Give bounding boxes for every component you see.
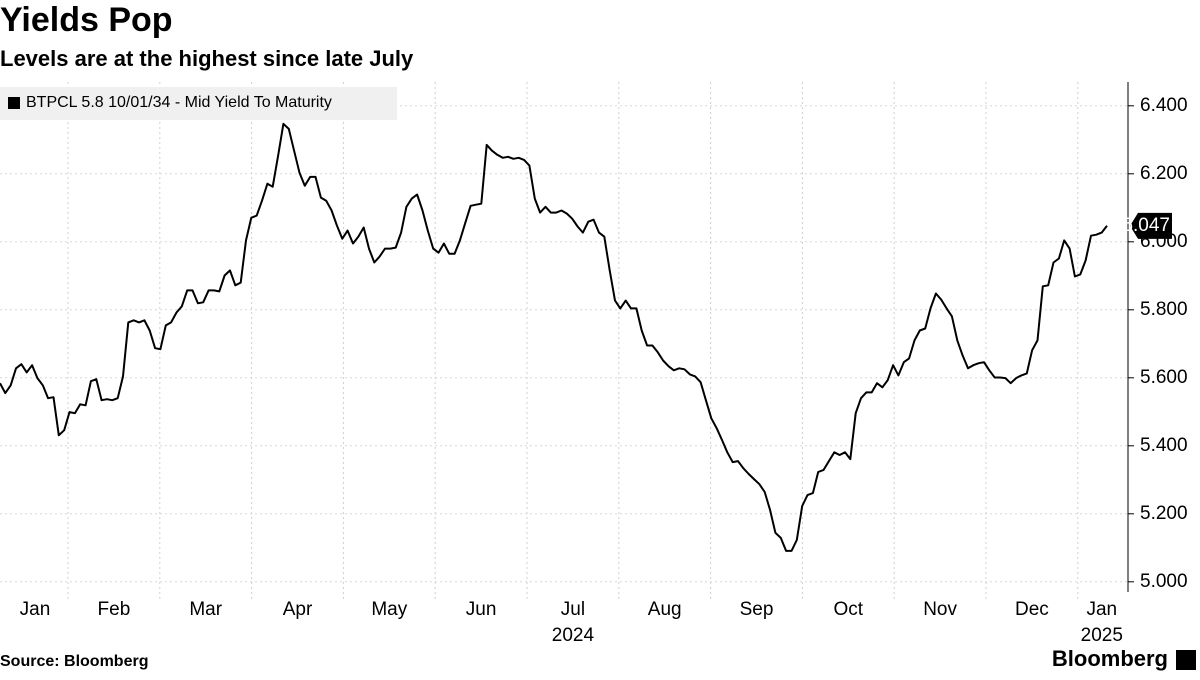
- x-tick-label: Nov: [923, 599, 957, 620]
- current-value-label: 6.047: [1122, 215, 1170, 236]
- x-tick-label: Feb: [98, 599, 131, 620]
- brand: Bloomberg: [1052, 646, 1168, 671]
- x-tick-label: Jul: [561, 599, 585, 620]
- series-line: [0, 122, 1108, 552]
- x-tick-label: Apr: [283, 599, 313, 620]
- y-tick-label: 5.000: [1140, 571, 1188, 592]
- x-tick-label: Jan: [20, 599, 51, 620]
- brand-icon: [1176, 650, 1196, 670]
- legend-box: [0, 87, 397, 120]
- source: Source: Bloomberg: [0, 653, 148, 670]
- legend-swatch: [8, 97, 20, 109]
- x-tick-label: Sep: [740, 599, 774, 620]
- grid: [0, 82, 1128, 602]
- year-label: 2025: [1081, 625, 1123, 646]
- x-tick-label: Aug: [648, 599, 682, 620]
- y-tick-label: 6.400: [1140, 95, 1188, 116]
- y-tick-label: 5.200: [1140, 503, 1188, 524]
- chart-subtitle: Levels are at the highest since late Jul…: [0, 46, 414, 71]
- legend-label: BTPCL 5.8 10/01/34 - Mid Yield To Maturi…: [26, 94, 332, 111]
- x-tick-label: Jun: [466, 599, 497, 620]
- x-tick-label: Mar: [189, 599, 222, 620]
- x-tick-label: Dec: [1015, 599, 1049, 620]
- y-tick-label: 5.400: [1140, 435, 1188, 456]
- y-tick-label: 5.800: [1140, 299, 1188, 320]
- current-value-tag: [1130, 212, 1172, 239]
- x-tick-label: Jan: [1086, 599, 1117, 620]
- x-tick-label: May: [371, 599, 407, 620]
- chart-title: Yields Pop: [0, 1, 173, 39]
- y-tick-label: 5.600: [1140, 367, 1188, 388]
- year-label: 2024: [552, 625, 595, 646]
- x-tick-label: Oct: [834, 599, 864, 620]
- y-tick-label: 6.200: [1140, 163, 1188, 184]
